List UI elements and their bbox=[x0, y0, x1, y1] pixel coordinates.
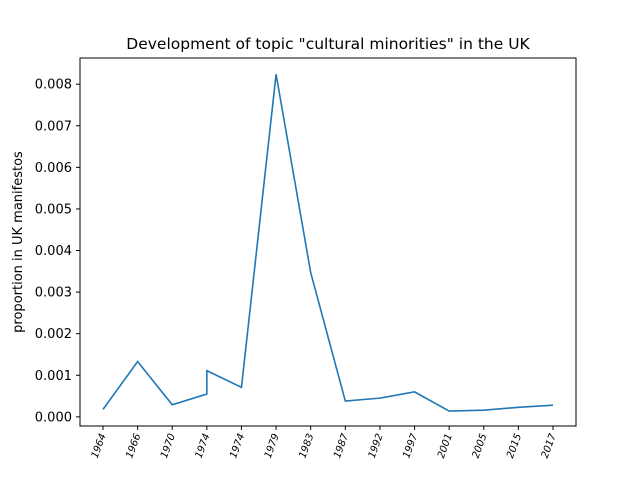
plot-frame bbox=[79, 57, 577, 427]
y-tick-label: 0.004 bbox=[35, 244, 72, 259]
y-tick-label: 0.001 bbox=[35, 369, 72, 384]
series-layer bbox=[102, 74, 554, 412]
y-tick-label: 0.007 bbox=[35, 119, 72, 134]
series-line bbox=[102, 74, 554, 412]
y-tick-label: 0.006 bbox=[35, 161, 72, 176]
chart-title: Development of topic "cultural minoritie… bbox=[126, 35, 530, 53]
y-axis: 0.000 0.001 0.002 0.003 0.004 0.005 0.006 0.007… bbox=[35, 78, 80, 425]
y-tick-label: 0.000 bbox=[35, 410, 72, 425]
y-tick-label: 0.003 bbox=[35, 286, 72, 301]
y-tick-label: 0.008 bbox=[35, 78, 72, 93]
y-tick-label: 0.005 bbox=[35, 202, 72, 217]
y-axis-label: proportion in UK manifestos bbox=[11, 151, 26, 333]
y-tick-label: 0.002 bbox=[35, 327, 72, 342]
